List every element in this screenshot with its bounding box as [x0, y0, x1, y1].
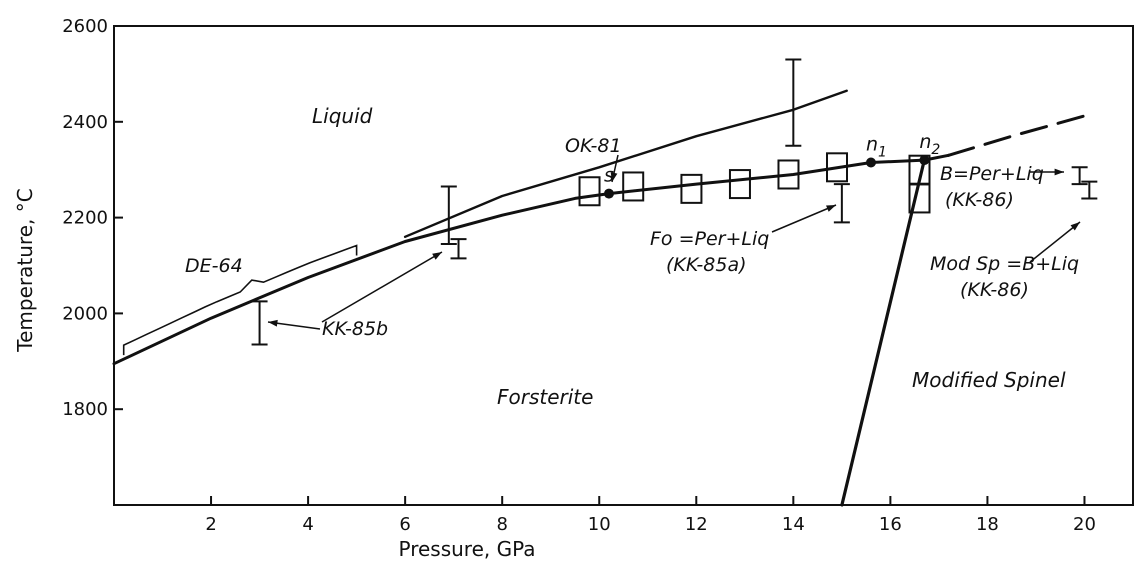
x-tick-label: 8 — [496, 514, 507, 535]
arrow-modsp-eq-head — [1070, 222, 1080, 231]
point-label-n2: n2 — [919, 131, 940, 158]
data-box — [578, 176, 601, 207]
arrow-kk85b-to-bar-7 — [321, 251, 443, 323]
curve-label-ok81: OK-81 — [565, 135, 622, 157]
region-label-forsterite: Forsterite — [497, 385, 593, 409]
annotation-fo-eq: Fo =Per+Liq — [650, 228, 769, 250]
point-label-subscript: 2 — [931, 142, 940, 158]
x-tick-label: 14 — [782, 514, 805, 535]
region-label-modified-spinel: Modified Spinel — [912, 368, 1066, 392]
data-box — [908, 183, 931, 214]
plot-frame — [113, 25, 1134, 506]
x-axis-title: Pressure, GPa — [398, 537, 535, 561]
ok81-curve — [403, 89, 848, 238]
x-tick-label: 2 — [205, 514, 216, 535]
arrow-fo-eq — [771, 204, 837, 233]
arrow-modsp-eq — [1029, 221, 1081, 263]
x-tick-label: 6 — [399, 514, 410, 535]
y-tick-label: 2600 — [62, 16, 108, 37]
arrow-kk85b-to-bar-head — [268, 319, 278, 327]
y-tick-label: 1800 — [62, 399, 108, 420]
annotation-kk86-lower: (KK-86) — [960, 279, 1029, 301]
arrow-b-eq-head — [1054, 168, 1064, 176]
phase-boundary-line — [840, 158, 926, 507]
data-box — [622, 171, 645, 202]
data-box — [777, 159, 800, 190]
annotation-kk86-upper: (KK-86) — [945, 189, 1014, 211]
curve-label-de64: DE-64 — [185, 255, 243, 277]
arrow-fo-eq-head — [826, 205, 836, 212]
annotation-arrows — [267, 154, 1081, 330]
y-tick-label: 2000 — [62, 303, 108, 324]
point-n2 — [919, 155, 930, 166]
arrow-ok81-head — [610, 172, 618, 182]
data-box — [728, 169, 751, 200]
point-s — [603, 188, 614, 199]
data-box — [680, 173, 703, 204]
melting-curve — [112, 153, 951, 366]
point-label-subscript: 1 — [878, 145, 887, 161]
data-box — [826, 152, 849, 183]
x-tick-label: 20 — [1073, 514, 1096, 535]
de64-brace — [122, 244, 358, 356]
y-tick-label: 2400 — [62, 112, 108, 133]
annotation-kk85a: (KK-85a) — [666, 254, 747, 276]
point-label-s: s — [604, 165, 614, 187]
region-label-liquid: Liquid — [312, 104, 373, 128]
melting-curve-extrapolated — [947, 113, 1091, 157]
point-n1 — [865, 157, 876, 168]
x-tick-label: 12 — [685, 514, 708, 535]
x-tick-label: 10 — [588, 514, 611, 535]
x-tick-label: 16 — [879, 514, 902, 535]
point-label-n1: n1 — [866, 134, 887, 161]
annotation-modsp-eq: Mod Sp =B+Liq — [930, 253, 1079, 275]
curves — [112, 89, 1091, 507]
y-axis-title: Temperature, °C — [13, 188, 37, 352]
annotation-b-eq: B=Per+Liq — [940, 163, 1044, 185]
x-tick-label: 18 — [976, 514, 999, 535]
x-tick-label: 4 — [302, 514, 313, 535]
annotation-kk85b: KK-85b — [322, 318, 388, 340]
arrow-kk85b-to-bar-7-head — [432, 252, 442, 260]
y-tick-label: 2200 — [62, 208, 108, 229]
